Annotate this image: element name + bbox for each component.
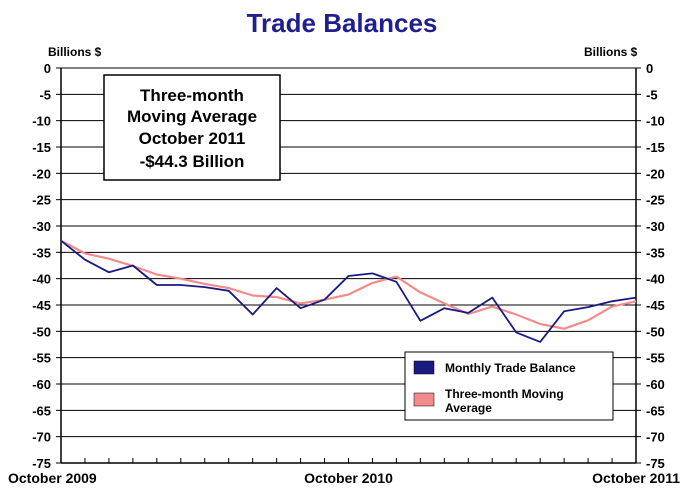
y-tick-label-right: -5 — [646, 87, 658, 102]
legend-label-moving-average: Three-month Moving Average — [445, 387, 567, 415]
legend: Monthly Trade Balance Three-month Moving… — [404, 351, 614, 421]
y-tick-label-right: -50 — [646, 324, 665, 339]
y-tick-label-left: -60 — [32, 377, 51, 392]
left-axis-unit: Billions $ — [48, 45, 102, 59]
y-tick-label-right: -30 — [646, 219, 665, 234]
x-tick-label: October 2011 — [592, 470, 680, 486]
y-tick-label-right: 0 — [646, 61, 653, 76]
y-tick-label-left: -30 — [32, 219, 51, 234]
annotation-line-1: Three-month — [140, 86, 244, 105]
y-tick-label-right: -35 — [646, 245, 665, 260]
y-tick-label-left: -65 — [32, 403, 51, 418]
annotation-line-4: -$44.3 Billion — [140, 152, 245, 171]
annotation-box: Three-month Moving Average October 2011 … — [103, 74, 281, 181]
tick-labels: 0 0 -5 -5 -10 -10 -15 -15 -20 -20 -25 -25 -30 -30 -35 -… — [8, 61, 680, 486]
y-tick-label-right: -10 — [646, 114, 665, 129]
y-tick-label-left: -70 — [32, 430, 51, 445]
y-tick-label-right: -40 — [646, 272, 665, 287]
y-tick-label-right: -75 — [646, 456, 665, 471]
y-tick-label-left: -50 — [32, 324, 51, 339]
y-tick-label-right: -20 — [646, 166, 665, 181]
x-tick-label: October 2009 — [8, 470, 97, 486]
annotation-line-3: October 2011 — [139, 129, 246, 148]
y-tick-label-left: -15 — [32, 140, 51, 155]
x-tick-label: October 2010 — [304, 470, 393, 486]
legend-label-monthly: Monthly Trade Balance — [445, 361, 576, 375]
annotation-line-2: Moving Average — [127, 107, 257, 126]
y-tick-label-left: -40 — [32, 272, 51, 287]
y-tick-label-right: -45 — [646, 298, 665, 313]
right-axis-unit: Billions $ — [584, 45, 638, 59]
series-line-monthly — [60, 239, 637, 343]
y-tick-label-left: -75 — [32, 456, 51, 471]
y-tick-label-right: -70 — [646, 430, 665, 445]
legend-label-moving-average-part-2: Average — [445, 401, 492, 415]
y-tick-label-left: -20 — [32, 166, 51, 181]
y-tick-label-right: -55 — [646, 351, 665, 366]
y-tick-label-left: -5 — [39, 87, 51, 102]
y-tick-label-left: -35 — [32, 245, 51, 260]
chart-title: Trade Balances — [247, 8, 438, 38]
y-tick-label-left: -10 — [32, 114, 51, 129]
axes — [56, 67, 641, 464]
legend-label-moving-average-part-1: Three-month Moving — [445, 387, 564, 401]
legend-swatch-monthly — [413, 360, 435, 375]
y-tick-label-right: -65 — [646, 403, 665, 418]
y-tick-label-left: -55 — [32, 351, 51, 366]
y-tick-label-right: -15 — [646, 140, 665, 155]
y-tick-label-left: -25 — [32, 193, 51, 208]
series-lines — [60, 239, 637, 343]
y-tick-label-left: 0 — [44, 61, 51, 76]
series-line-moving-average — [60, 239, 637, 330]
y-tick-label-right: -60 — [646, 377, 665, 392]
y-tick-label-right: -25 — [646, 193, 665, 208]
y-tick-label-left: -45 — [32, 298, 51, 313]
legend-swatch-moving-average — [413, 392, 435, 407]
